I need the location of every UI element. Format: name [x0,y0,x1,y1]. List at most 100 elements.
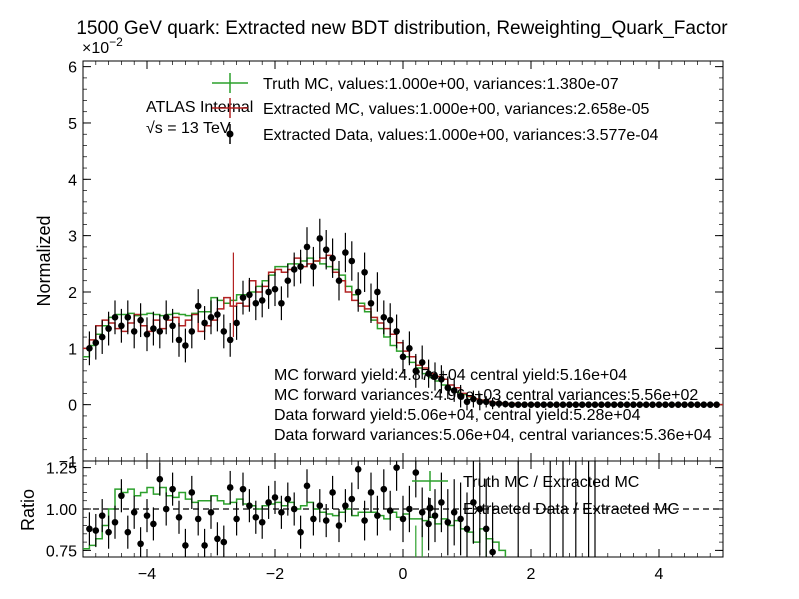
data-point [335,277,343,285]
ratio-point [137,540,144,548]
data-point [169,322,176,330]
ratio-point [124,528,132,536]
data-point [226,336,234,344]
energy-label: √s = 13 TeV [146,120,231,137]
data-point [194,302,202,310]
data-point [598,401,605,408]
ratio-panel: 0.75 1.00 1.25 −4 −2 0 2 4 Ratio Truth MC / Ext… [18,460,724,583]
ratio-point [380,485,388,493]
main-y-tick-label: 4 [68,172,77,189]
ratio-point [316,502,324,509]
ratio-point [226,484,234,491]
data-point [252,299,260,307]
data-point [207,314,215,321]
y-scale-base: ×10 [82,40,109,57]
ratio-y-tick-label: 0.75 [46,543,77,560]
data-point [86,345,93,352]
data-point [233,319,240,327]
ratio-point [271,494,279,501]
ratio-point [188,489,196,496]
data-point [681,401,688,408]
data-point [457,392,464,400]
ratio-point [399,515,407,523]
ratio-point [470,499,477,506]
data-point [431,373,439,380]
data-point [514,401,522,408]
ratio-x-tick-label: 4 [655,566,664,583]
main-data-points [86,218,720,411]
data-point [105,325,112,332]
main-legend: Truth MC, values:1.000e+00, variances:1.… [212,73,658,144]
data-point [687,401,695,408]
data-point [214,311,221,318]
ratio-point [143,512,151,519]
data-point [137,316,144,324]
ratio-point [169,485,176,493]
ratio-point [175,513,183,521]
ratio-point [335,522,343,529]
ratio-point [162,505,170,513]
data-point [322,246,330,254]
data-point [642,401,650,408]
main-y-tick-label: 1 [68,341,77,358]
data-point [342,249,349,256]
data-point [527,401,535,408]
data-point [303,243,311,251]
main-y-tick-label: −1 [59,454,77,471]
ratio-point [482,525,490,533]
data-point [655,401,663,408]
ratio-point [354,465,362,473]
data-point [668,401,676,408]
data-point [425,370,432,377]
data-point [604,401,612,408]
annotation-data-variances: Data forward variances:5.06e+04, central… [274,427,712,444]
data-point [470,395,477,403]
legend-extracted-data-marker [226,130,234,138]
ratio-point [476,505,484,513]
data-point [354,288,362,296]
ratio-point [201,542,208,549]
data-point [150,325,157,332]
data-point [578,401,586,408]
data-point [297,263,304,270]
annotation-mc-yield: MC forward yield:4.87e+04 central yield:… [274,367,627,384]
ratio-point [457,515,464,523]
main-y-tick-label: 3 [68,229,77,246]
data-point [566,401,573,408]
ratio-point [418,509,426,516]
ratio-point [220,538,228,546]
data-point [265,288,272,296]
data-point [393,328,400,335]
ratio-point [450,509,458,516]
data-point [476,398,484,406]
main-panel: −1 0 1 2 3 4 5 6 Normalized ×10−2 ATLAS Interna… [34,35,724,471]
data-point [559,401,567,408]
data-point [111,314,119,321]
ratio-point [156,475,164,483]
ratio-point [246,502,253,509]
data-point [118,322,125,330]
ratio-point [310,515,317,523]
ratio-x-tick-label: 0 [399,566,408,583]
ratio-point [406,505,413,513]
data-point [246,291,253,299]
data-point [290,266,298,273]
ratio-point [252,513,260,521]
y-scale-exponent: −2 [109,35,123,49]
y-scale-multiplier: ×10−2 [82,35,123,57]
ratio-point [361,517,368,524]
data-point [361,268,368,276]
yield-annotations: MC forward yield:4.87e+04 central yield:… [274,367,712,444]
data-point [553,401,560,408]
data-point [220,328,228,335]
chart-title: 1500 GeV quark: Extracted new BDT distri… [76,18,728,39]
ratio-y-tick-label: 1.25 [46,461,77,478]
ratio-point [98,512,106,519]
data-point [239,294,247,301]
data-point [386,316,394,324]
data-point [418,359,426,366]
ratio-point [214,535,221,543]
data-point [540,401,548,408]
ratio-point [182,542,189,549]
data-point [591,401,599,408]
